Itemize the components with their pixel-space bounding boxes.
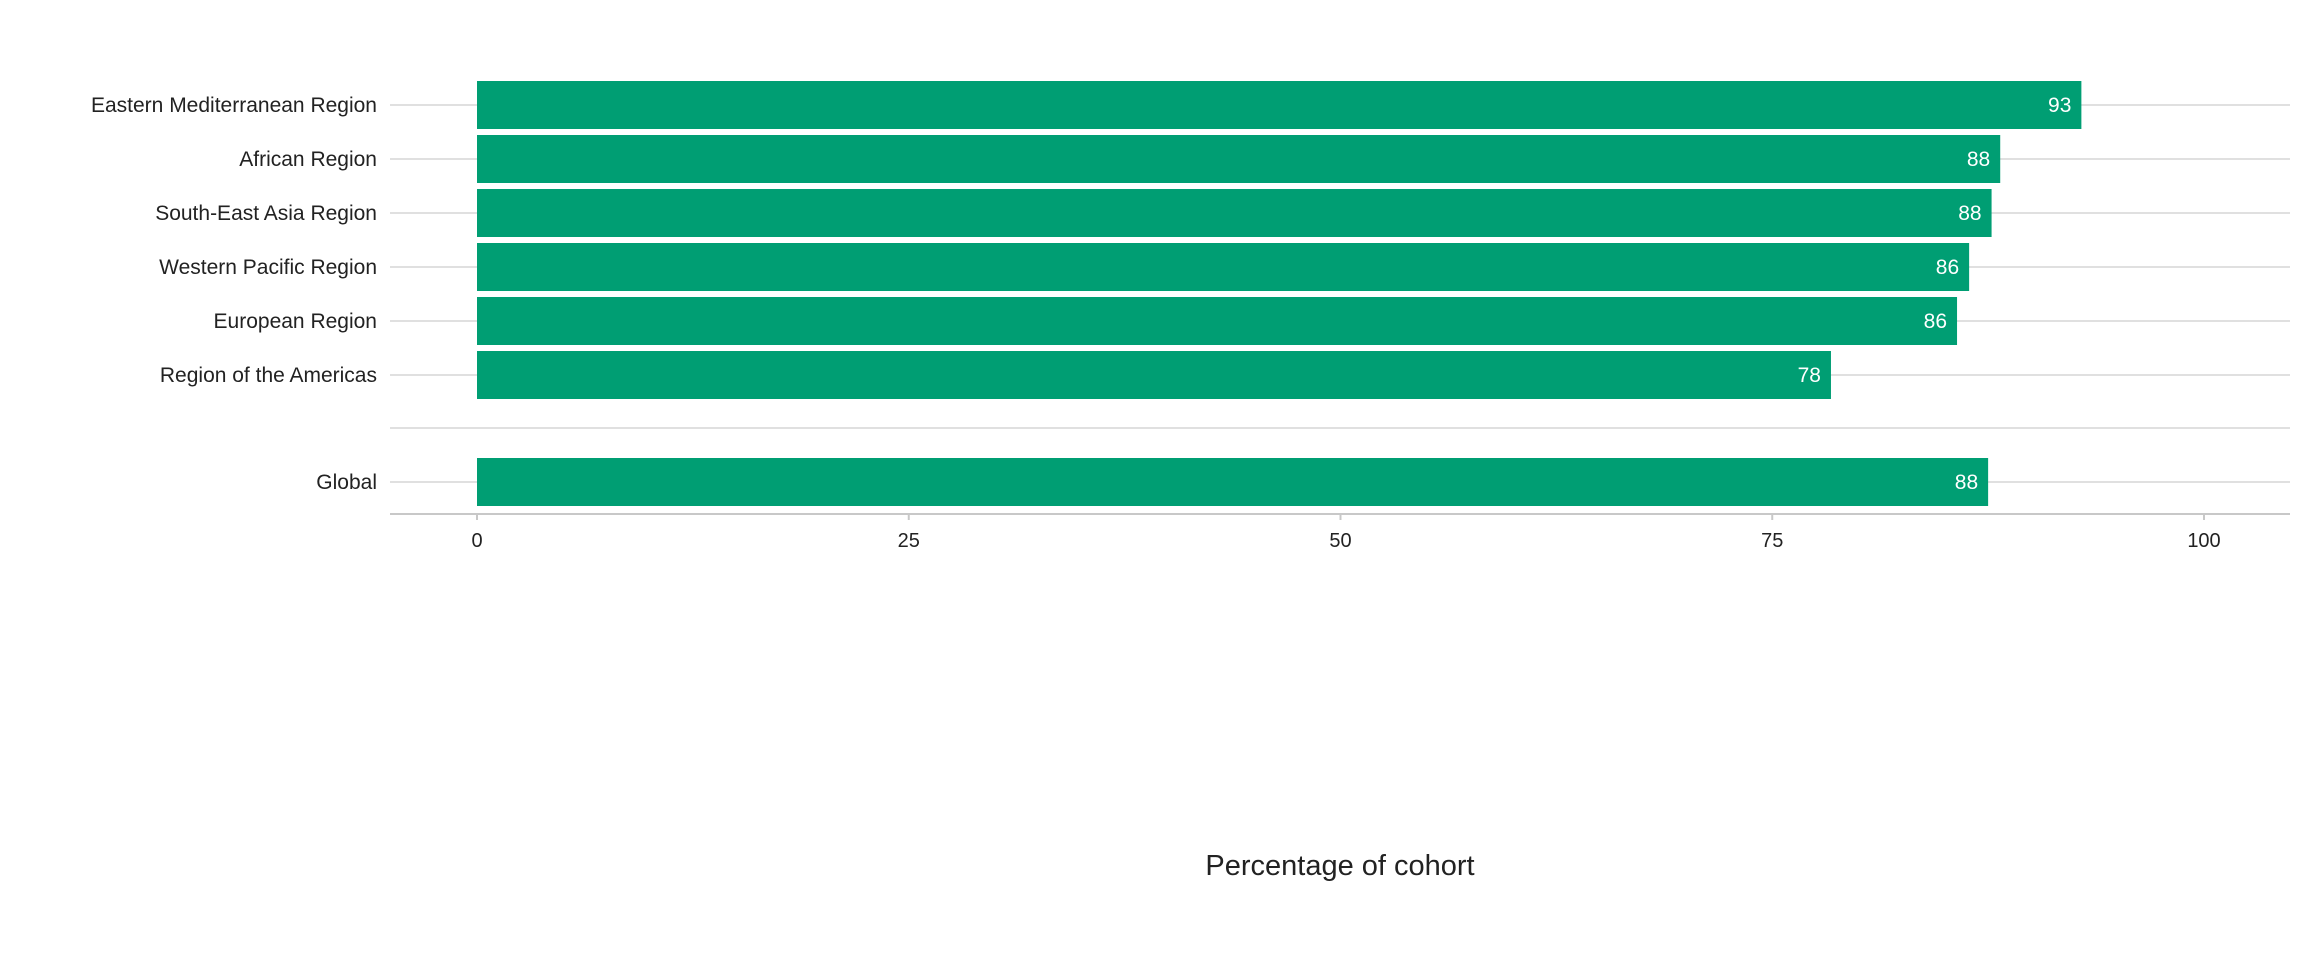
tick-label: 0 xyxy=(471,530,482,552)
bar xyxy=(477,243,1970,291)
x-axis: 0 25 50 75 100 xyxy=(471,514,2221,552)
data-label: 88 xyxy=(1967,148,1990,171)
bar xyxy=(477,189,1992,237)
category-label: Global xyxy=(316,471,377,494)
data-label: 88 xyxy=(1955,471,1978,494)
data-label: 86 xyxy=(1924,310,1947,333)
category-label: Region of the Americas xyxy=(160,364,377,387)
data-label: 86 xyxy=(1936,256,1959,279)
tick-label: 50 xyxy=(1329,530,1351,552)
category-label: South-East Asia Region xyxy=(155,202,377,225)
bar xyxy=(477,297,1958,345)
bar xyxy=(477,458,1989,506)
x-axis-title: Percentage of cohort xyxy=(1205,850,1474,882)
data-label: 78 xyxy=(1798,364,1821,387)
category-label: European Region xyxy=(214,310,377,333)
bar xyxy=(477,351,1831,399)
tick-label: 25 xyxy=(898,530,920,552)
tick-label: 75 xyxy=(1761,530,1783,552)
category-label: Western Pacific Region xyxy=(159,256,377,279)
category-label: African Region xyxy=(239,148,377,171)
bar xyxy=(477,81,2082,129)
data-label: 88 xyxy=(1958,202,1981,225)
category-labels: Eastern Mediterranean Region African Regi… xyxy=(91,94,377,494)
tick-label: 100 xyxy=(2187,530,2220,552)
bar xyxy=(477,135,2001,183)
category-label: Eastern Mediterranean Region xyxy=(91,94,377,117)
bars: 93 88 88 86 86 78 88 xyxy=(477,81,2082,506)
data-label: 93 xyxy=(2048,94,2071,117)
